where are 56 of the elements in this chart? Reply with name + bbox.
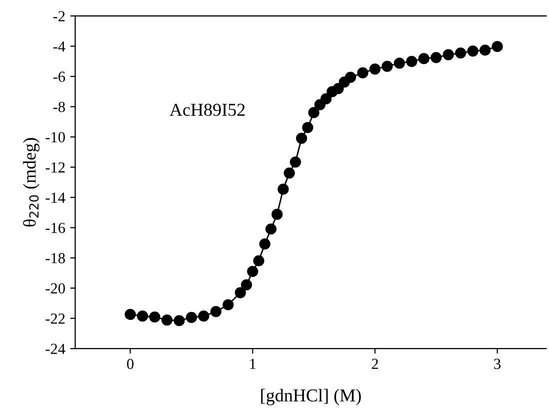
y-tick-label: -6 — [53, 72, 66, 82]
x-tick-label: 0 — [127, 358, 134, 370]
point — [253, 255, 264, 266]
x-tick-label: 1 — [250, 358, 256, 369]
point — [480, 44, 491, 56]
point — [149, 311, 160, 323]
point — [492, 40, 503, 52]
point — [259, 238, 270, 250]
point — [222, 299, 234, 310]
point — [186, 312, 197, 324]
point — [302, 122, 314, 134]
y-tick-label: -16 — [46, 222, 66, 234]
point — [332, 82, 344, 94]
x-axis-title: [gdnHCl] (M) — [261, 388, 361, 406]
point — [240, 279, 252, 290]
point — [382, 60, 393, 72]
point — [369, 63, 381, 75]
x-tick-label: 3 — [494, 358, 501, 370]
point — [174, 315, 185, 326]
point — [296, 132, 308, 144]
x-tick-label: 2 — [372, 358, 378, 369]
point — [344, 72, 356, 83]
y-tick-label: -2 — [53, 11, 65, 22]
point — [265, 223, 277, 235]
point — [161, 314, 173, 326]
y-tick-label: -18 — [46, 253, 65, 264]
point — [124, 308, 136, 320]
point — [247, 266, 258, 278]
y-tick-label: -8 — [53, 102, 65, 112]
point — [136, 310, 148, 322]
point — [272, 208, 283, 220]
y-tick-label: -22 — [46, 314, 65, 324]
point — [406, 56, 418, 68]
point — [198, 310, 210, 322]
point — [210, 306, 222, 318]
point — [320, 93, 332, 104]
y-tick-label: -4 — [53, 41, 66, 52]
point — [234, 287, 246, 298]
point — [284, 168, 295, 179]
point — [357, 67, 368, 78]
y-tick-label: -10 — [46, 132, 65, 142]
point — [455, 47, 466, 59]
point — [418, 53, 430, 64]
point — [467, 45, 478, 57]
point — [394, 58, 405, 69]
point — [278, 184, 289, 195]
y-tick-label: -20 — [46, 283, 65, 294]
y-axis-title: θ$_{220}$ (mdeg) — [22, 138, 40, 226]
point — [430, 52, 442, 64]
point — [442, 49, 454, 60]
point — [308, 107, 320, 118]
y-tick-label: -24 — [46, 344, 66, 354]
y-tick-label: -14 — [46, 192, 66, 203]
annotation: AcH89I52 — [170, 104, 245, 116]
point — [290, 156, 301, 168]
y-tick-label: -12 — [46, 162, 65, 172]
